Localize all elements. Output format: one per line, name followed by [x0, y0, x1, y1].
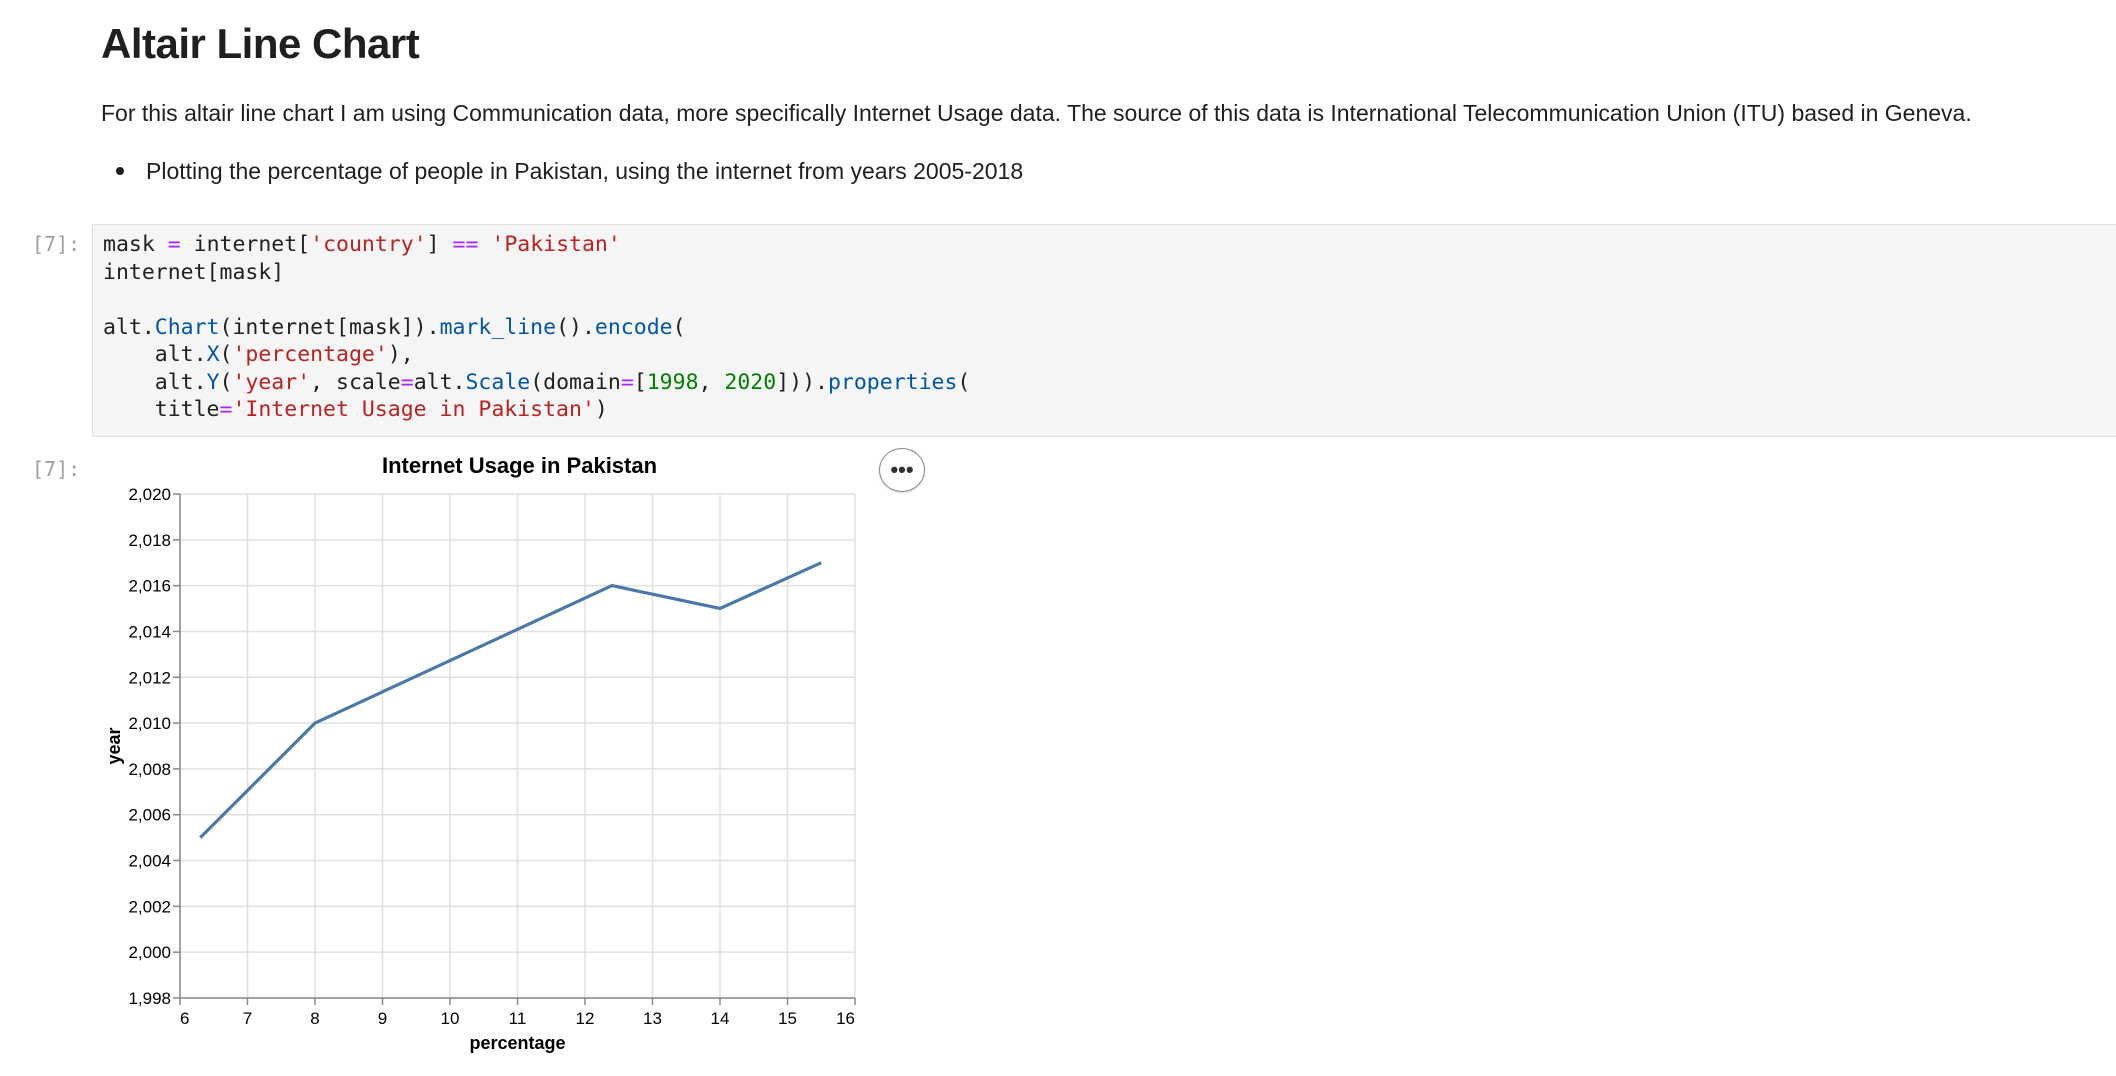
- y-tick-label: 2,020: [128, 485, 171, 504]
- y-tick-label: 2,010: [128, 714, 171, 733]
- markdown-bullet-item: Plotting the percentage of people in Pak…: [116, 158, 1023, 185]
- x-axis-title: percentage: [469, 1033, 565, 1053]
- output-prompt: [7]:: [32, 457, 81, 481]
- y-tick-label: 2,014: [128, 622, 171, 641]
- x-tick-label: 10: [441, 1009, 460, 1028]
- y-tick-label: 2,004: [128, 852, 171, 871]
- code-cell-editor[interactable]: mask = internet['country'] == 'Pakistan'…: [92, 224, 2116, 437]
- x-tick-label: 12: [576, 1009, 595, 1028]
- markdown-title: Altair Line Chart: [101, 20, 420, 67]
- code-token: =: [219, 397, 233, 422]
- y-tick-label: 2,006: [128, 806, 171, 825]
- code-token: alt.: [103, 369, 207, 395]
- code-token: =: [620, 369, 634, 395]
- code-token: ,: [698, 369, 725, 395]
- markdown-paragraph: For this altair line chart I am using Co…: [101, 100, 1972, 126]
- code-token: =: [400, 369, 414, 395]
- code-token: Y: [206, 369, 220, 395]
- code-token: 'Internet Usage in Pakistan': [232, 397, 595, 422]
- code-token: title: [103, 397, 220, 422]
- code-token: ])).: [776, 369, 828, 395]
- code-token: alt.: [103, 342, 207, 367]
- bullet-text: Plotting the percentage of people in Pak…: [146, 158, 1024, 184]
- code-token: 2020: [724, 369, 777, 395]
- code-text[interactable]: mask = internet['country'] == 'Pakistan'…: [103, 231, 970, 424]
- code-token: =: [167, 232, 181, 257]
- y-tick-label: 2,000: [128, 943, 171, 962]
- x-tick-label: 6: [180, 1009, 189, 1028]
- x-tick-label: 8: [310, 1009, 319, 1028]
- more-actions-button[interactable]: •••: [879, 448, 925, 492]
- code-token: alt.: [103, 314, 155, 340]
- y-tick-label: 2,008: [128, 760, 171, 779]
- chart-title: Internet Usage in Pakistan: [382, 453, 657, 478]
- code-token: alt.: [413, 369, 466, 395]
- x-tick-label: 9: [378, 1009, 387, 1028]
- code-token: 'Pakistan': [491, 232, 621, 257]
- x-tick-label: 11: [509, 1009, 527, 1028]
- code-token: ),: [387, 342, 414, 367]
- code-token: properties: [827, 369, 958, 395]
- code-token: , scale: [310, 369, 401, 395]
- y-tick-label: 2,002: [128, 897, 171, 916]
- code-token: 'country': [310, 232, 427, 257]
- code-token: 'year': [232, 369, 311, 395]
- code-token: ]: [426, 232, 453, 257]
- code-token: [: [633, 369, 647, 395]
- x-tick-label: 16: [836, 1009, 855, 1028]
- code-token: encode: [594, 314, 673, 340]
- y-axis-title: year: [104, 727, 124, 764]
- code-token: 'percentage': [232, 342, 388, 367]
- code-token: (internet[mask]).: [219, 314, 440, 340]
- series-line: [199, 561, 822, 839]
- code-token: ().: [556, 314, 595, 340]
- more-horizontal-icon: •••: [890, 457, 914, 482]
- code-token: Scale: [465, 369, 531, 395]
- code-token: ): [594, 397, 608, 422]
- y-tick-label: 2,016: [128, 577, 171, 596]
- x-tick-label: 7: [243, 1009, 252, 1028]
- y-tick-label: 2,012: [128, 668, 171, 687]
- code-token: mask: [103, 232, 168, 257]
- code-token: mark_line: [439, 314, 557, 340]
- code-token: ==: [452, 232, 479, 257]
- x-tick-label: 13: [643, 1009, 662, 1028]
- y-tick-label: 1,998: [128, 989, 171, 1008]
- bullet-icon: [116, 167, 124, 175]
- input-prompt: [7]:: [32, 232, 81, 256]
- code-token: internet[mask]: [103, 259, 285, 285]
- code-token: Chart: [154, 314, 220, 340]
- x-tick-label: 14: [711, 1009, 730, 1028]
- line-chart: 6 7 8 9 10 11 12 13 14 15 16 1,998 2,000 2,002 2,004 2,…: [104, 453, 856, 1053]
- code-token: (: [219, 342, 233, 367]
- code-token: (domain: [530, 369, 621, 395]
- code-token: 1998: [646, 369, 699, 395]
- code-token: X: [206, 342, 220, 367]
- code-token: internet[: [180, 232, 311, 257]
- code-token: (: [672, 314, 686, 340]
- code-token: (: [219, 369, 233, 395]
- code-token: (: [957, 369, 971, 395]
- y-tick-label: 2,018: [128, 531, 171, 550]
- x-tick-label: 15: [778, 1009, 797, 1028]
